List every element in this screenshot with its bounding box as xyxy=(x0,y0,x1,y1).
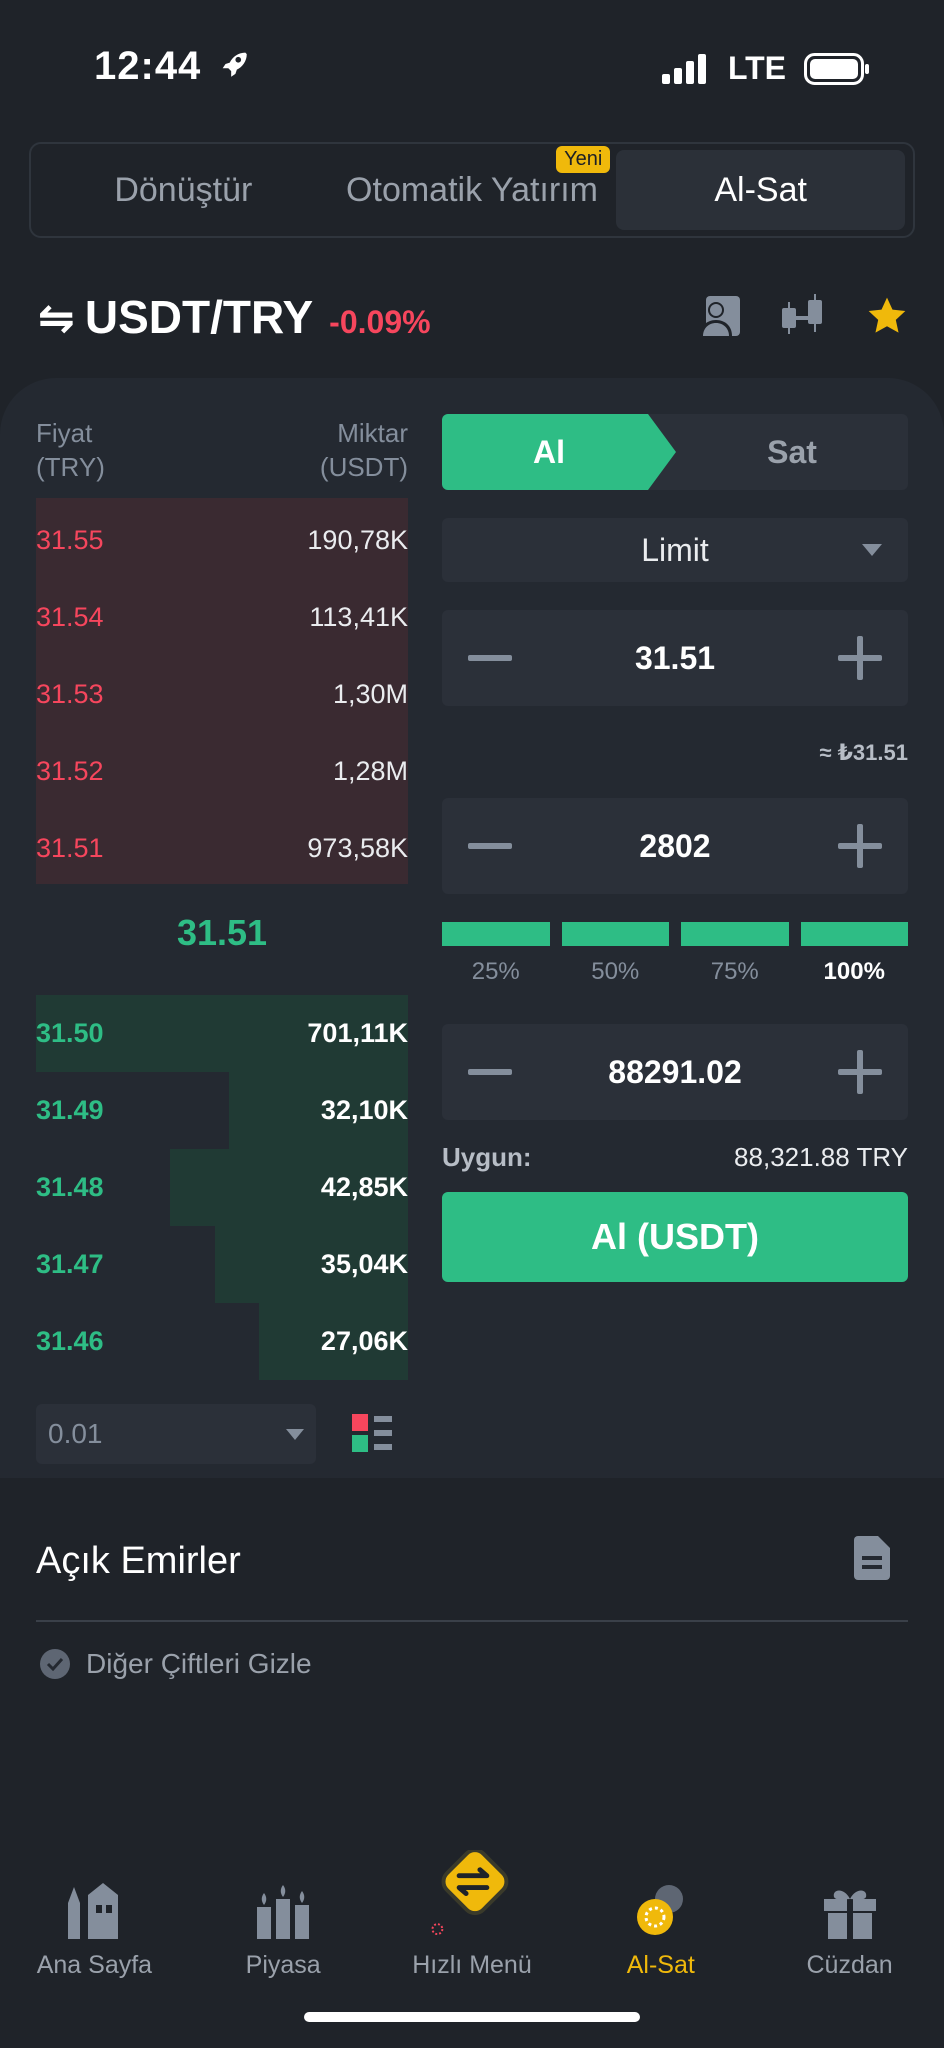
total-input[interactable]: 88291.02 xyxy=(608,1053,742,1090)
nav-trade[interactable]: Al-Sat xyxy=(566,1850,755,1980)
chevron-down-icon xyxy=(286,1428,304,1440)
available-balance: Uygun: 88,321.88 TRY xyxy=(442,1142,908,1173)
nav-home[interactable]: Ana Sayfa xyxy=(0,1850,189,1980)
buy-button[interactable]: Al (USDT) xyxy=(442,1192,908,1282)
percent-label[interactable]: 25% xyxy=(471,958,520,985)
percent-labels: 25% 50% 75% 100% xyxy=(442,958,908,986)
asks-depth xyxy=(36,498,408,884)
price-column-header: Fiyat (TRY) xyxy=(36,418,105,482)
ask-row[interactable]: 31.53 1,30M xyxy=(36,679,408,709)
trade-coin-icon xyxy=(636,1885,683,1935)
quick-menu-icon xyxy=(431,1850,509,1936)
ask-row[interactable]: 31.54 113,41K xyxy=(36,602,408,632)
bottom-nav: Ana Sayfa Piyasa Hızlı Menü Al-Sat xyxy=(0,1850,944,1980)
open-orders-title: Açık Emirler xyxy=(36,1540,241,1582)
pair-name: USDT/TRY xyxy=(84,291,314,343)
hide-other-pairs-label: Diğer Çiftleri Gizle xyxy=(86,1648,312,1679)
ask-row[interactable]: 31.52 1,28M xyxy=(36,756,408,786)
new-badge: Yeni xyxy=(556,146,611,173)
decrease-price-button[interactable] xyxy=(468,655,512,661)
orderbook-header: Fiyat (TRY) Miktar (USDT) xyxy=(36,416,408,484)
copy-trader-icon[interactable] xyxy=(696,294,742,338)
signal-icon xyxy=(661,53,706,84)
decrease-amount-button[interactable] xyxy=(468,843,512,849)
qty-column-header: Miktar (USDT) xyxy=(319,418,408,482)
percent-50-segment[interactable] xyxy=(561,922,669,946)
battery-icon xyxy=(804,52,869,85)
percent-25-segment[interactable] xyxy=(442,922,550,946)
home-tower-icon xyxy=(68,1883,119,1939)
bid-depth-bar xyxy=(214,1226,408,1303)
total-stepper: 88291.02 xyxy=(442,1024,908,1120)
orderbook-layout-icon[interactable] xyxy=(352,1414,392,1452)
bid-row[interactable]: 31.46 27,06K xyxy=(36,1326,408,1356)
bid-row[interactable]: 31.48 42,85K xyxy=(36,1172,408,1202)
available-value: 88,321.88 TRY xyxy=(734,1142,908,1172)
increase-total-button[interactable] xyxy=(838,1050,882,1094)
bid-depth-bar xyxy=(169,1149,408,1226)
price-approx: ≈ ₺31.51 xyxy=(819,740,908,765)
percent-label[interactable]: 100% xyxy=(823,958,885,985)
bid-row[interactable]: 31.50 701,11K xyxy=(36,1018,408,1048)
order-type-select[interactable]: Limit xyxy=(442,518,908,582)
ask-row[interactable]: 31.55 190,78K xyxy=(36,525,408,555)
tick-size-select[interactable]: 0.01 xyxy=(36,1404,316,1464)
order-history-icon[interactable] xyxy=(854,1536,890,1580)
star-icon[interactable] xyxy=(864,294,910,338)
increase-price-button[interactable] xyxy=(837,636,882,680)
amount-input[interactable]: 2802 xyxy=(639,827,711,864)
swap-icon: ⇋ xyxy=(38,294,75,343)
buy-tab[interactable]: Al xyxy=(442,414,676,490)
network-label: LTE xyxy=(727,50,786,86)
status-time: 12:44 xyxy=(94,44,251,89)
tab-auto-invest[interactable]: Otomatik Yatırım Yeni xyxy=(328,146,617,230)
decrease-total-button[interactable] xyxy=(468,1069,512,1075)
price-change: -0.09% xyxy=(329,304,431,340)
nav-wallet[interactable]: Cüzdan xyxy=(755,1850,944,1980)
home-indicator xyxy=(304,2012,640,2022)
pair-selector[interactable]: ⇋ USDT/TRY -0.09% xyxy=(38,290,431,344)
sell-tab[interactable]: Sat xyxy=(767,433,817,470)
tab-convert[interactable]: Dönüştür xyxy=(114,170,253,209)
increase-amount-button[interactable] xyxy=(838,824,882,868)
status-indicators: LTE xyxy=(661,50,870,87)
amount-stepper: 2802 xyxy=(442,798,908,894)
bid-row[interactable]: 31.47 35,04K xyxy=(36,1249,408,1279)
percent-slider xyxy=(442,922,908,946)
chevron-down-icon xyxy=(862,544,882,556)
mode-tabs: Dönüştür Otomatik Yatırım Yeni Al-Sat xyxy=(29,142,915,238)
nav-quick-menu[interactable]: Hızlı Menü xyxy=(378,1850,567,1980)
bid-depth-bar xyxy=(229,1072,408,1149)
ask-row[interactable]: 31.51 973,58K xyxy=(36,833,408,863)
price-stepper: 31.51 xyxy=(442,610,908,706)
percent-75-segment[interactable] xyxy=(681,922,789,946)
divider xyxy=(36,1620,908,1622)
header-actions xyxy=(696,294,910,338)
hide-other-pairs-toggle[interactable]: Diğer Çiftleri Gizle xyxy=(40,1648,312,1680)
percent-label[interactable]: 50% xyxy=(591,958,640,985)
bid-row[interactable]: 31.49 32,10K xyxy=(36,1095,408,1125)
markets-icon xyxy=(257,1885,310,1939)
nav-markets[interactable]: Piyasa xyxy=(189,1850,378,1980)
rocket-icon xyxy=(223,52,248,77)
candlestick-chart-icon[interactable] xyxy=(778,294,828,338)
gift-icon xyxy=(823,1890,876,1939)
check-icon xyxy=(40,1649,70,1679)
percent-label[interactable]: 75% xyxy=(710,958,759,985)
bid-depth-bar xyxy=(259,1303,408,1380)
price-input[interactable]: 31.51 xyxy=(634,639,716,676)
percent-100-segment[interactable] xyxy=(800,922,908,946)
buy-sell-toggle: Al Sat xyxy=(442,414,908,490)
tab-trade[interactable]: Al-Sat xyxy=(616,150,906,230)
bid-depth-bar xyxy=(36,995,408,1072)
last-price[interactable]: 31.51 xyxy=(176,912,268,953)
available-label: Uygun: xyxy=(442,1142,532,1172)
